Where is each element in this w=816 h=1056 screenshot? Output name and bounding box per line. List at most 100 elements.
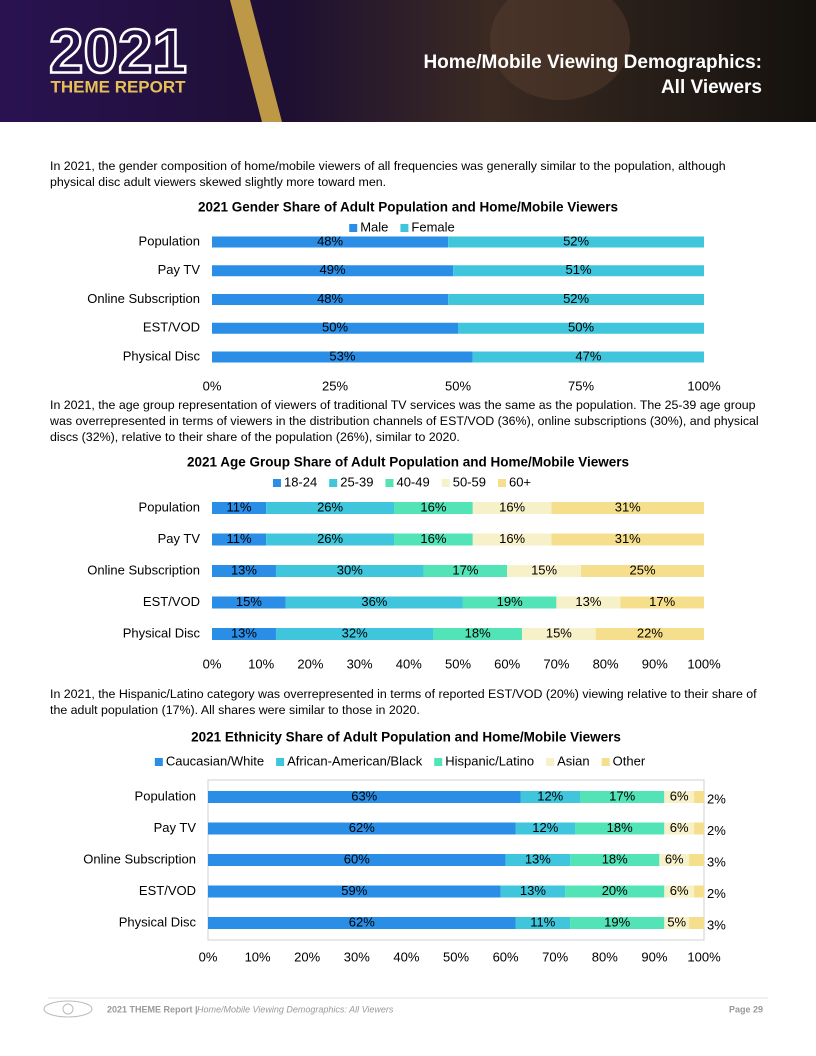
bar-segment	[620, 596, 704, 609]
data-label: 18%	[602, 851, 628, 866]
data-label: 50%	[568, 320, 594, 335]
bar-segment	[500, 885, 566, 898]
bar-segment	[212, 236, 449, 248]
legend-swatch	[400, 224, 409, 232]
data-label: 63%	[351, 788, 377, 803]
data-label: 30%	[337, 562, 363, 577]
bar-segment	[453, 265, 704, 277]
bar-segment	[212, 533, 267, 546]
data-label: 12%	[537, 788, 563, 803]
data-label: 51%	[566, 262, 592, 277]
data-label: 6%	[670, 788, 689, 803]
data-label: 2%	[707, 823, 726, 838]
data-label: 6%	[670, 883, 689, 898]
data-label: 2%	[707, 791, 726, 806]
bar-segment	[694, 822, 704, 835]
bar-segment	[520, 791, 580, 803]
bar-segment	[580, 791, 665, 803]
data-label: 52%	[563, 233, 589, 248]
footer-section: Home/Mobile Viewing Demographics: All Vi…	[197, 1004, 394, 1014]
data-label: 22%	[637, 625, 663, 640]
bar-segment	[505, 854, 571, 866]
x-tick-label: 60%	[494, 656, 520, 671]
header-banner	[0, 0, 816, 122]
legend-swatch	[546, 758, 555, 766]
x-tick-label: 50%	[445, 656, 471, 671]
x-tick-label: 20%	[294, 949, 320, 964]
bar-segment	[570, 917, 665, 929]
x-tick-label: 100%	[687, 949, 721, 964]
x-tick-label: 0%	[203, 378, 222, 393]
bar-segment	[266, 502, 395, 514]
data-label: 15%	[531, 562, 557, 577]
bar-segment	[212, 294, 449, 305]
x-tick-label: 50%	[443, 949, 469, 964]
bar-segment	[275, 628, 434, 640]
data-label: 11%	[227, 531, 252, 546]
x-tick-label: 40%	[396, 656, 422, 671]
category-label: Physical Disc	[119, 914, 197, 929]
x-tick-label: 40%	[393, 949, 419, 964]
data-label: 53%	[329, 348, 355, 363]
x-tick-label: 30%	[347, 656, 373, 671]
bar-segment	[575, 822, 665, 835]
page-title: All Viewers	[661, 77, 762, 98]
bar-segment	[664, 822, 695, 835]
data-label: 62%	[349, 914, 375, 929]
page-title: Home/Mobile Viewing Demographics:	[423, 52, 762, 73]
data-label: 50%	[322, 320, 348, 335]
data-label: 12%	[532, 820, 558, 835]
legend-label: 25-39	[340, 474, 373, 489]
bar-segment	[212, 628, 276, 640]
bar-segment	[208, 854, 506, 866]
data-label: 48%	[317, 291, 343, 306]
data-label: 17%	[649, 594, 675, 609]
legend: Caucasian/White African-American/Black His…	[154, 753, 646, 768]
category-label: Physical Disc	[123, 348, 201, 363]
category-label: Population	[135, 788, 196, 803]
category-label: Population	[139, 233, 200, 248]
data-label: 6%	[670, 820, 689, 835]
logo-year: 2021	[49, 17, 187, 86]
data-label: 16%	[499, 499, 525, 514]
legend-swatch	[349, 224, 358, 232]
x-tick-label: 10%	[245, 949, 271, 964]
category-label: EST/VOD	[143, 320, 200, 335]
legend-label: Hispanic/Latino	[445, 753, 534, 768]
x-tick-label: 90%	[642, 656, 668, 671]
bar-segment	[212, 265, 454, 277]
data-label: 2%	[707, 886, 726, 901]
data-label: 26%	[317, 499, 343, 514]
footer-page: Page 29	[729, 1004, 763, 1014]
chart-title: 2021 Ethnicity Share of Adult Population…	[191, 730, 621, 745]
bar-segment	[551, 502, 704, 514]
bar-segment	[212, 596, 286, 609]
chart-title: 2021 Gender Share of Adult Population an…	[198, 200, 618, 215]
data-label: 19%	[604, 914, 630, 929]
bar-segment	[285, 596, 463, 609]
bar-segment	[551, 533, 704, 546]
bar-segment	[565, 885, 665, 898]
legend-swatch	[272, 479, 281, 487]
bar-segment	[694, 885, 704, 898]
bar-segment	[664, 791, 695, 803]
bar-segment	[208, 917, 516, 929]
paragraph: In 2021, the age group representation of…	[50, 398, 759, 444]
legend-swatch	[385, 479, 394, 487]
legend-label: 40-49	[396, 474, 429, 489]
category-label: Pay TV	[158, 531, 201, 546]
bar-segment	[570, 854, 660, 866]
legend-swatch	[329, 479, 338, 487]
legend-label: Male	[360, 219, 388, 234]
header-stripe	[230, 0, 282, 122]
bar-segment	[266, 533, 395, 546]
x-tick-label: 70%	[543, 656, 569, 671]
legend-swatch	[154, 758, 163, 766]
data-label: 15%	[236, 594, 262, 609]
data-label: 19%	[497, 594, 523, 609]
data-label: 48%	[317, 233, 343, 248]
legend-label: African-American/Black	[287, 753, 423, 768]
bar-segment	[394, 533, 473, 546]
